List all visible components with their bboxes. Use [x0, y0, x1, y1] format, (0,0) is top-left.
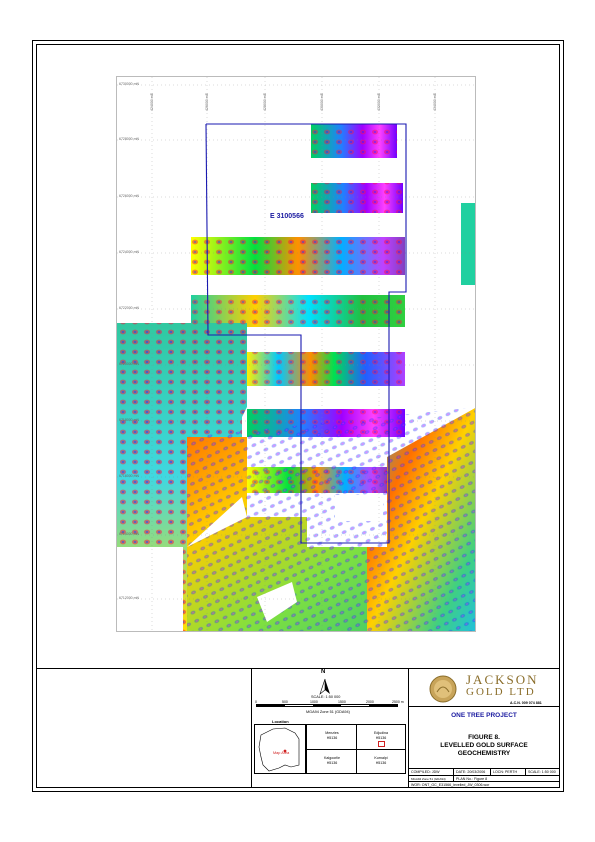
location-inset: Map Area [254, 724, 306, 774]
scale-tick: 2000 [366, 700, 374, 704]
bottom-panel-divider [36, 668, 560, 669]
tenement-outline [205, 123, 407, 544]
sheet-kurnalpi: Kurnalpi H5136 [374, 756, 388, 765]
western-australia-icon [258, 727, 300, 772]
geochemistry-map[interactable]: 6730000 mN 6728000 mN 6726000 mN 6724000… [116, 76, 476, 632]
easting-label: 426000 mE [205, 93, 209, 111]
northing-label: 6712000 mN [119, 596, 140, 600]
sheet-kalgoorlie: Kalgoorlie H5136 [324, 756, 340, 765]
easting-label: 430000 mE [320, 93, 324, 111]
easting-label: 432000 mE [377, 93, 381, 111]
north-arrow-letter: N [321, 669, 326, 675]
title-divider [408, 706, 560, 707]
scale-tick: 500 [282, 700, 288, 704]
company-logo-icon [429, 675, 457, 703]
map-area-label: Map Area [273, 751, 290, 755]
page-frame-inner [36, 44, 560, 788]
northing-label: 6730000 mN [119, 82, 140, 86]
map-area-marker [378, 741, 385, 747]
workspace-cell: WOR: ONT_GC_E31566_levelled_JW_0306.wor [408, 781, 560, 788]
north-arrow-icon [319, 678, 330, 695]
projection-text: MGA94 Zone 51 (GDA94) [306, 710, 350, 714]
geochemistry-raster [117, 77, 475, 631]
page-frame-outer [32, 40, 564, 792]
northing-label: 6722000 mN [119, 306, 140, 310]
company-name-line2: GOLD LTD [466, 686, 536, 698]
northing-label: 6724000 mN [119, 250, 140, 254]
sheet-index: Menzies H5136 Edjudina H5136 Kalgoorlie H51… [306, 724, 406, 774]
company-name-line1: JACKSON [466, 672, 539, 687]
scale-tick: 1500 [338, 700, 346, 704]
company-acn: A.C.N. 009 074 881 [510, 701, 542, 705]
northing-label: 6714000 mN [119, 532, 140, 536]
location-title: Location [272, 719, 289, 724]
northing-label: 6720000 mN [119, 362, 140, 366]
project-name: ONE TREE PROJECT [451, 712, 517, 719]
scale-tick: 1000 [310, 700, 318, 704]
scale-tick: 2500 m [392, 700, 404, 704]
tenement-label: E 3100566 [270, 213, 304, 220]
figure-number: FIGURE 8. [468, 734, 500, 741]
scale-text: SCALE: 1:50 000 [311, 695, 341, 699]
northing-label: 6728000 mN [119, 137, 140, 141]
easting-label: 424000 mE [150, 93, 154, 111]
legend-right-divider [408, 668, 409, 788]
easting-label: 434000 mE [433, 93, 437, 111]
northing-label: 6718000 mN [119, 418, 140, 422]
figure-title-line1: LEVELLED GOLD SURFACE [440, 742, 528, 749]
northing-label: 6726000 mN [119, 194, 140, 198]
sheet-menzies: Menzies H5136 [325, 731, 339, 740]
easting-label: 428000 mE [263, 93, 267, 111]
northing-label: 6716000 mN [119, 474, 140, 478]
scale-tick: 0 [255, 700, 257, 704]
figure-title-line2: GEOCHEMISTRY [457, 750, 511, 757]
legend-left-divider [251, 668, 252, 788]
sheet-edjudina: Edjudina H5136 [374, 731, 388, 740]
scale-bar [256, 704, 398, 707]
